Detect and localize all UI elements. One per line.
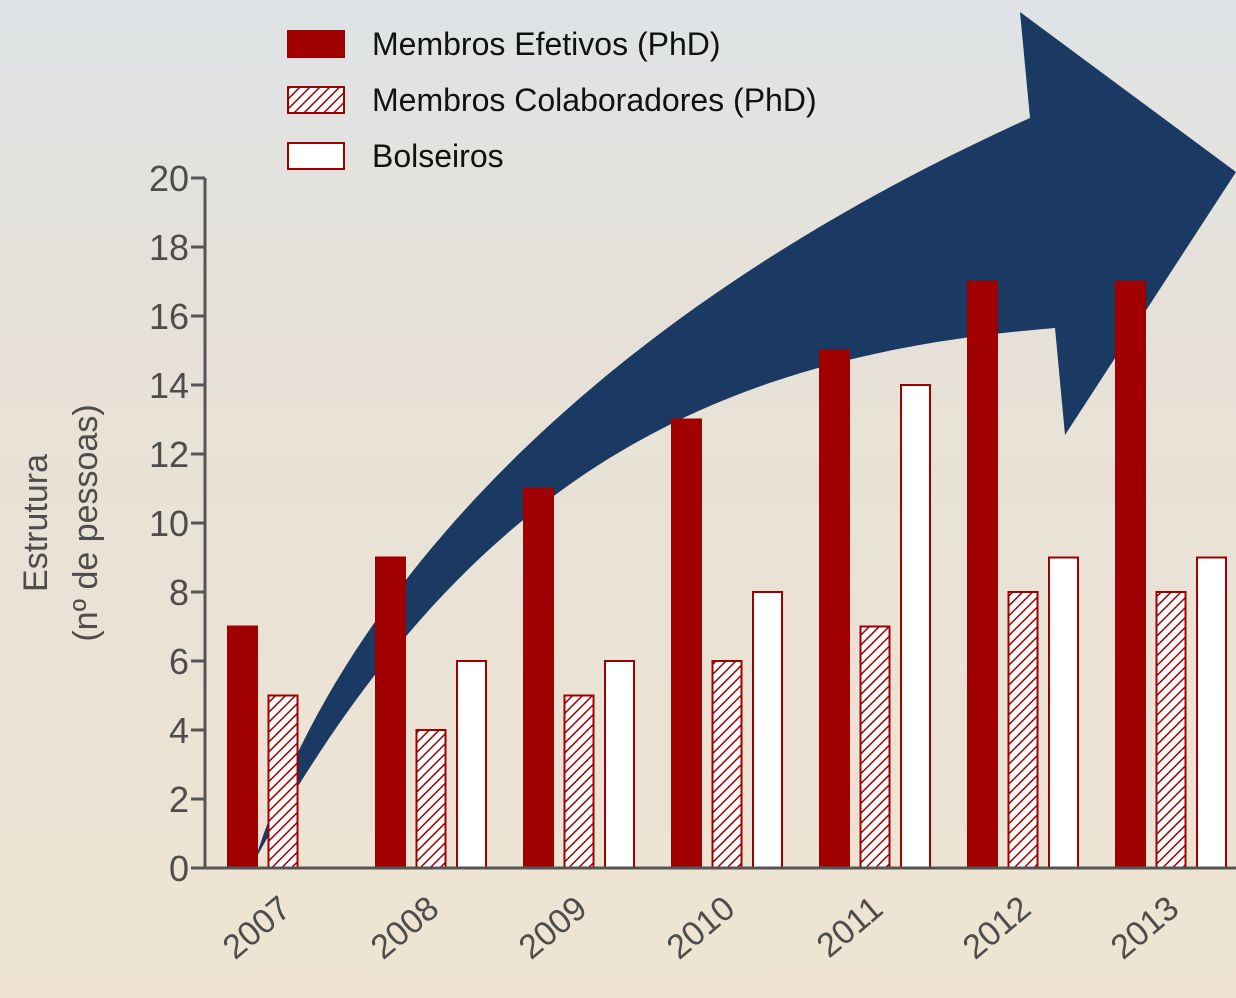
bar: [375, 556, 406, 869]
bar: [456, 660, 487, 869]
bar: [1196, 556, 1227, 869]
bar: [267, 694, 299, 869]
bar: [711, 660, 743, 869]
bar: [604, 660, 635, 869]
y-tick-label: 8: [169, 572, 189, 613]
bar: [859, 625, 891, 869]
bar: [1155, 591, 1187, 869]
y-tick-label: 14: [149, 365, 189, 406]
y-axis-label: Estrutura: [17, 454, 55, 592]
y-tick-label: 2: [169, 779, 189, 820]
legend-label: Bolseiros: [372, 138, 504, 174]
legend-swatch: [287, 142, 345, 170]
y-tick-label: 12: [149, 434, 189, 475]
bar: [563, 694, 595, 869]
y-tick-label: 20: [149, 158, 189, 199]
y-tick-label: 16: [149, 296, 189, 337]
bar: [967, 280, 998, 869]
bar: [671, 418, 702, 869]
legend-swatch: [287, 86, 345, 114]
y-tick-label: 6: [169, 641, 189, 682]
y-tick-label: 4: [169, 710, 189, 751]
bar: [819, 349, 850, 869]
growth-arrow: [255, 12, 1236, 860]
y-tick-label: 18: [149, 227, 189, 268]
y-tick-label: 0: [169, 848, 189, 889]
bar: [1007, 591, 1039, 869]
y-tick-label: 10: [149, 503, 189, 544]
legend-label: Membros Efetivos (PhD): [372, 26, 721, 62]
y-axis-label: (nº de pessoas): [67, 404, 105, 641]
bar: [900, 384, 931, 869]
legend-label: Membros Colaboradores (PhD): [372, 82, 817, 118]
bar: [1115, 280, 1146, 869]
bar: [752, 591, 783, 869]
bar: [227, 625, 258, 869]
bar: [523, 487, 554, 869]
legend-swatch: [287, 30, 345, 58]
bar: [1048, 556, 1079, 869]
bar: [415, 729, 447, 869]
